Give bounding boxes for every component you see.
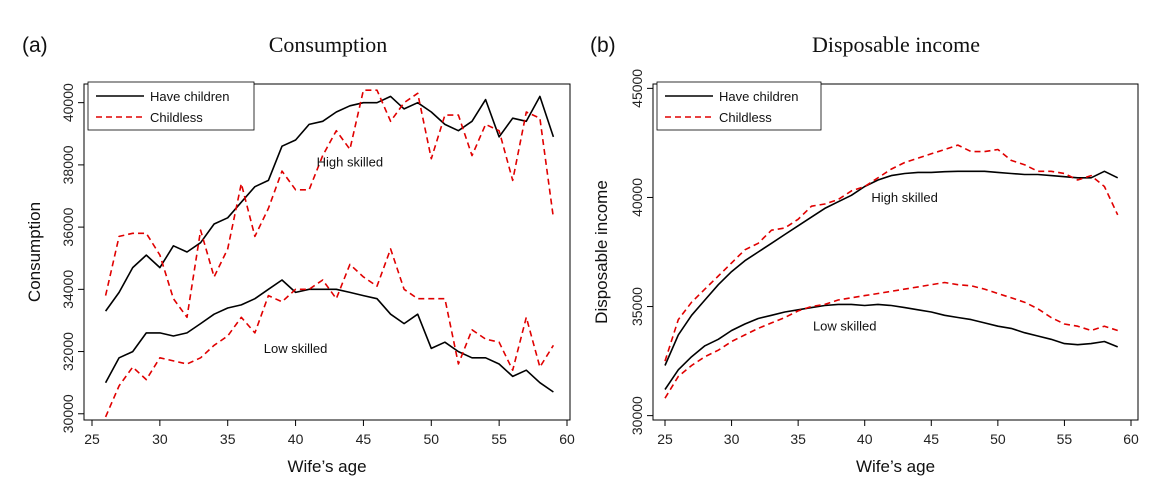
y-tick-label: 32000 xyxy=(60,332,76,371)
legend-label-childless: Childless xyxy=(719,110,772,125)
x-tick-label: 50 xyxy=(990,431,1006,447)
chart-title: Consumption xyxy=(269,32,388,57)
series-line-high-skilled-childless xyxy=(664,144,1119,362)
x-axis-label: Wife’s age xyxy=(856,457,935,476)
legend-box xyxy=(87,81,255,131)
x-tick-label: 55 xyxy=(491,431,507,447)
annotation-low-skilled: Low skilled xyxy=(264,341,328,356)
legend-label-have-children: Have children xyxy=(719,89,799,104)
x-tick-label: 25 xyxy=(657,431,673,447)
legend-label-have-children: Have children xyxy=(150,89,230,104)
y-tick-label: 30000 xyxy=(60,394,76,433)
series-line-low-skilled-childless xyxy=(104,248,555,418)
y-tick-label: 40000 xyxy=(60,83,76,122)
series-line-low-skilled-childless xyxy=(664,281,1118,399)
x-tick-label: 45 xyxy=(923,431,939,447)
x-tick-label: 60 xyxy=(559,431,575,447)
y-tick-label: 40000 xyxy=(629,178,645,217)
x-tick-label: 25 xyxy=(84,431,100,447)
x-tick-label: 40 xyxy=(857,431,873,447)
plot-frame xyxy=(83,83,571,421)
x-tick-label: 45 xyxy=(356,431,372,447)
y-tick-label: 45000 xyxy=(629,69,645,108)
x-axis-label: Wife’s age xyxy=(287,457,366,476)
panel-a: (a) Consumption 25 30 35 40 45 50 55 60 30000 32000… xyxy=(22,32,575,476)
chart-title: Disposable income xyxy=(812,32,980,57)
x-tick-label: 40 xyxy=(288,431,304,447)
series-line-low-skilled-have-children xyxy=(104,279,554,393)
x-tick-label: 50 xyxy=(423,431,439,447)
series-line-low-skilled-have-children xyxy=(664,303,1119,390)
y-tick-label: 35000 xyxy=(629,287,645,326)
x-tick-label: 30 xyxy=(152,431,168,447)
x-tick-label: 30 xyxy=(724,431,740,447)
series-line-high-skilled-have-children xyxy=(664,170,1119,366)
y-axis-label: Consumption xyxy=(25,202,44,302)
y-tick-label: 30000 xyxy=(629,396,645,435)
y-axis-label: Disposable income xyxy=(592,180,611,324)
plot-frame xyxy=(652,83,1139,421)
annotation-high-skilled: High skilled xyxy=(871,190,937,205)
panel-b: (b) Disposable income 25 30 35 40 45 50 55 60 3000… xyxy=(590,32,1139,476)
x-tick-label: 35 xyxy=(220,431,236,447)
x-tick-label: 55 xyxy=(1057,431,1073,447)
panel-letter: (a) xyxy=(22,34,48,57)
legend-label-childless: Childless xyxy=(150,110,203,125)
y-tick-label: 34000 xyxy=(60,270,76,309)
x-tick-label: 60 xyxy=(1123,431,1139,447)
y-tick-label: 38000 xyxy=(60,145,76,184)
y-tick-label: 36000 xyxy=(60,207,76,246)
series-line-high-skilled-have-children xyxy=(104,95,555,312)
x-tick-label: 35 xyxy=(790,431,806,447)
legend: Have children Childless xyxy=(87,81,255,131)
legend: Have children Childless xyxy=(656,81,822,131)
annotation-high-skilled: High skilled xyxy=(317,154,383,169)
legend-box xyxy=(656,81,822,131)
panel-letter: (b) xyxy=(590,34,616,57)
annotation-low-skilled: Low skilled xyxy=(813,319,877,334)
series-line-high-skilled-childless xyxy=(104,89,555,319)
